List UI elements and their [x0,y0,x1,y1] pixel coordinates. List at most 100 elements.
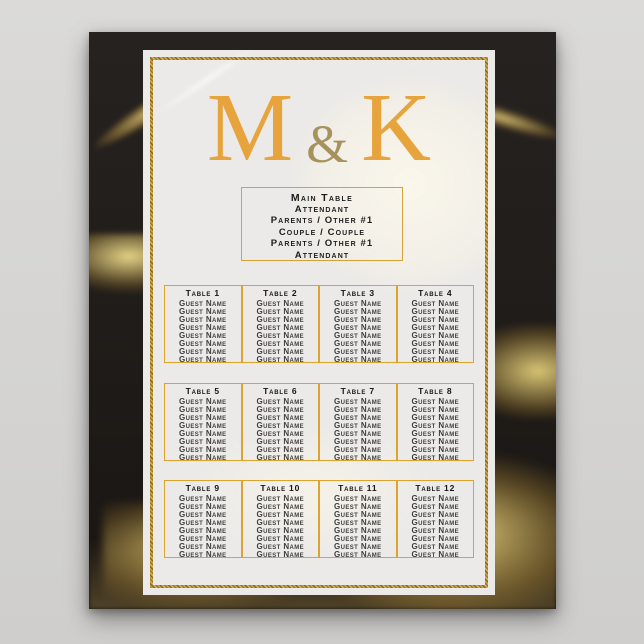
guest-name: Guest Name [333,323,382,332]
main-table-box: Main Table Attendant Parents / Other #1 Co… [241,187,403,261]
table-box: Table 10 Guest Name Guest Name Guest Name Gu… [241,480,319,558]
guest-name: Guest Name [178,436,227,446]
guest-name: Guest Name [178,299,227,308]
main-table-line: Couple / Couple [278,226,366,238]
guest-name: Guest Name [178,331,227,340]
guest-name: Guest Name [256,534,305,543]
tables-grid: Table 1 Guest Name Guest Name Guest Name Gue… [164,285,474,558]
table-label: Table 2 [263,288,298,298]
guest-name: Guest Name [333,494,382,503]
guest-name: Guest Name [333,315,382,324]
guest-name: Guest Name [256,331,305,340]
guest-name: Guest Name [411,526,460,535]
guest-name: Guest Name [256,518,305,527]
guest-name: Guest Name [333,299,382,308]
guest-name: Guest Name [256,542,305,551]
guest-name: Guest Name [256,396,305,406]
guest-name: Guest Name [256,502,305,511]
guest-name: Guest Name [333,307,382,316]
main-table-line: Attendant [294,249,350,261]
guest-name: Guest Name [256,299,305,308]
guest-name: Guest Name [411,331,460,340]
guest-name: Guest Name [178,339,227,348]
guest-name: Guest Name [256,307,305,316]
table-box: Table 9 Guest Name Guest Name Guest Name Gue… [164,480,242,558]
guest-name: Guest Name [256,323,305,332]
guest-name: Guest Name [411,420,460,430]
guest-name: Guest Name [178,404,227,414]
monogram-initial-right: K [361,74,432,181]
guest-name: Guest Name [411,518,460,527]
main-table-lines: Attendant Parents / Other #1 Couple / Coup… [242,204,402,261]
guest-name: Guest Name [411,299,460,308]
guest-name: Guest Name [333,436,382,446]
table-label: Table 10 [260,483,301,493]
table-box: Table 8 Guest Name Guest Name Guest Name Gue… [396,382,474,461]
guest-name: Guest Name [333,420,382,430]
table-box: Table 1 Guest Name Guest Name Guest Name Gue… [164,285,242,363]
guest-name: Guest Name [333,355,382,363]
guest-name: Guest Name [411,494,460,503]
table-label: Table 11 [338,483,378,493]
seating-chart-poster: M & K Main Table Attendant Parents / Othe… [89,32,556,609]
guest-name: Guest Name [333,510,382,519]
guest-name: Guest Name [333,518,382,527]
table-label: Table 9 [185,483,220,493]
guest-name: Guest Name [411,396,460,406]
guest-name: Guest Name [411,436,460,446]
guest-name: Guest Name [333,428,382,438]
guest-name: Guest Name [178,550,227,558]
guest-name: Guest Name [333,404,382,414]
guest-name: Guest Name [411,404,460,414]
guest-name: Guest Name [178,307,227,316]
guest-name: Guest Name [178,420,227,430]
guest-name: Guest Name [333,550,382,558]
guest-name: Guest Name [178,412,227,422]
guest-name: Guest Name [333,526,382,535]
guest-name: Guest Name [178,452,227,461]
main-table-line: Parents / Other #1 [270,215,374,227]
guest-name: Guest Name [411,542,460,551]
guest-name: Guest Name [411,347,460,356]
table-label: Table 3 [340,288,375,298]
guest-name: Guest Name [178,396,227,406]
guest-name: Guest Name [411,502,460,511]
guest-name: Guest Name [256,510,305,519]
guest-name: Guest Name [256,428,305,438]
guest-name: Guest Name [411,307,460,316]
table-label: Table 4 [418,288,453,298]
monogram-initial-left: M [206,74,294,181]
guest-name: Guest Name [333,412,382,422]
table-box: Table 12 Guest Name Guest Name Guest Name Gu… [396,480,474,558]
table-label: Table 7 [340,385,375,396]
chart-panel: M & K Main Table Attendant Parents / Othe… [143,50,495,595]
guest-name: Guest Name [256,436,305,446]
guest-name: Guest Name [178,518,227,527]
table-box: Table 6 Guest Name Guest Name Guest Name Gue… [241,382,319,461]
table-label: Table 8 [418,385,453,396]
guest-name: Guest Name [178,444,227,454]
guest-name: Guest Name [333,444,382,454]
guest-name: Guest Name [411,315,460,324]
table-box: Table 7 Guest Name Guest Name Guest Name Gue… [319,382,397,461]
guest-name: Guest Name [178,542,227,551]
guest-name: Guest Name [411,323,460,332]
guest-name: Guest Name [256,412,305,422]
guest-name: Guest Name [256,550,305,558]
guest-name: Guest Name [411,355,460,363]
guest-name: Guest Name [178,534,227,543]
table-box: Table 4 Guest Name Guest Name Guest Name Gue… [396,285,474,363]
guest-name: Guest Name [256,315,305,324]
main-table-title: Main Table [290,192,354,204]
guest-name: Guest Name [411,452,460,461]
table-label: Table 1 [185,288,220,298]
guest-name: Guest Name [411,339,460,348]
guest-name: Guest Name [178,347,227,356]
guest-name: Guest Name [333,331,382,340]
guest-name: Guest Name [178,510,227,519]
guest-name: Guest Name [256,420,305,430]
table-label: Table 5 [185,385,220,396]
guest-name: Guest Name [411,412,460,422]
guest-name: Guest Name [256,494,305,503]
